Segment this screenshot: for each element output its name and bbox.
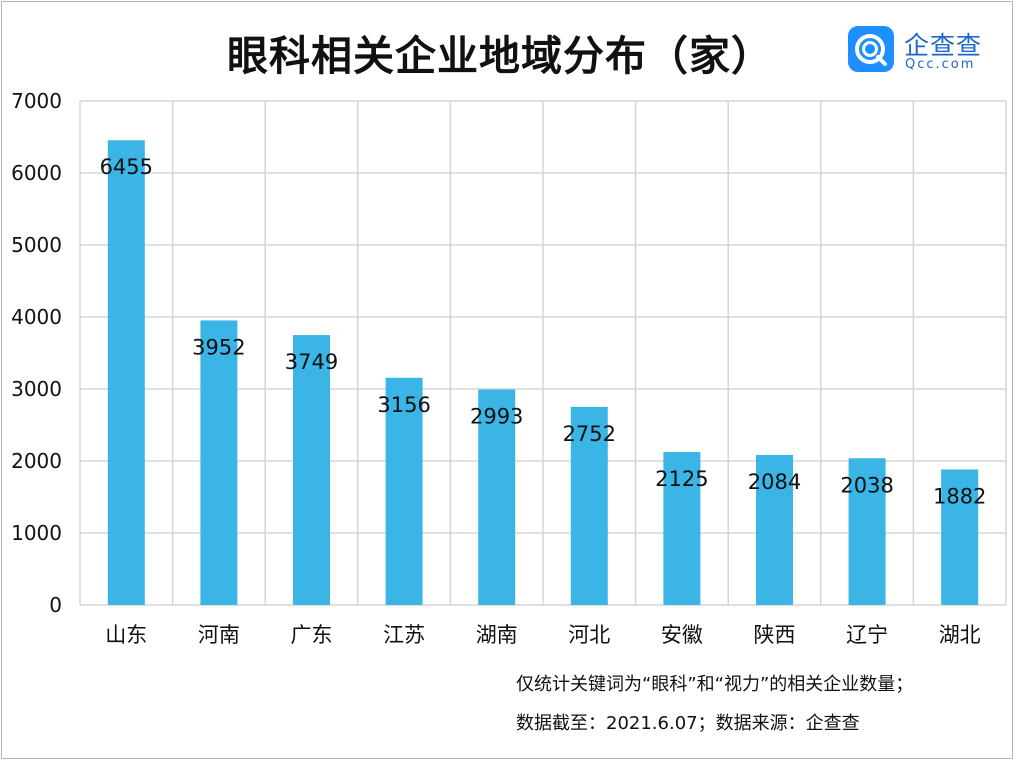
x-tick-label: 河南 xyxy=(198,623,240,647)
y-tick-label: 4000 xyxy=(11,305,62,329)
x-tick-label: 山东 xyxy=(105,623,147,647)
x-tick-label: 湖北 xyxy=(939,623,981,647)
bar-layer xyxy=(107,140,979,606)
y-tick-label: 2000 xyxy=(11,449,62,473)
y-tick-label: 5000 xyxy=(11,233,62,257)
bar xyxy=(848,458,886,605)
data-label: 3749 xyxy=(285,350,338,374)
y-tick-label: 1000 xyxy=(11,521,62,545)
bar xyxy=(200,320,238,605)
qcc-logo: 企查查 Qcc.com xyxy=(848,26,988,74)
data-label: 3952 xyxy=(192,335,245,359)
data-label: 3156 xyxy=(377,393,430,417)
x-tick-label: 江苏 xyxy=(383,623,425,647)
bar xyxy=(570,406,608,605)
x-tick-label: 安徽 xyxy=(661,623,703,647)
x-tick-label: 河北 xyxy=(568,623,610,647)
bar xyxy=(663,452,701,605)
bar xyxy=(756,454,793,605)
x-tick-label: 辽宁 xyxy=(846,623,888,647)
bar xyxy=(107,140,145,606)
label-layer: 0 1000 2000 3000 4000 5000 6000 7000 6455 山东 3952 河… xyxy=(11,89,986,647)
y-tick-label: 7000 xyxy=(11,89,62,113)
bar xyxy=(293,335,330,605)
data-label: 2993 xyxy=(470,405,523,429)
data-label: 2084 xyxy=(748,470,801,494)
footnote-scope: 仅统计关键词为“眼科”和“视力”的相关企业数量； xyxy=(516,674,914,695)
data-label: 1882 xyxy=(933,484,986,508)
data-label: 2752 xyxy=(563,422,616,446)
x-tick-label: 湖南 xyxy=(476,623,518,647)
bar xyxy=(941,469,979,605)
data-label: 2038 xyxy=(840,473,893,497)
logo-domain: Qcc.com xyxy=(905,57,976,72)
bar xyxy=(478,389,516,605)
data-label: 2125 xyxy=(655,467,708,491)
y-tick-label: 6000 xyxy=(11,161,62,185)
footnote-source: 数据截至：2021.6.07；数据来源：企查查 xyxy=(516,713,860,734)
chart-title: 眼科相关企业地域分布（家） xyxy=(227,32,773,80)
qcc-logo-icon xyxy=(848,26,894,72)
x-tick-label: 陕西 xyxy=(754,623,796,647)
data-label: 6455 xyxy=(100,155,153,179)
logo-name: 企查查 xyxy=(904,31,983,60)
y-tick-label: 0 xyxy=(49,593,62,617)
x-tick-label: 广东 xyxy=(291,623,333,647)
y-tick-label: 3000 xyxy=(11,377,62,401)
bar xyxy=(385,377,423,605)
